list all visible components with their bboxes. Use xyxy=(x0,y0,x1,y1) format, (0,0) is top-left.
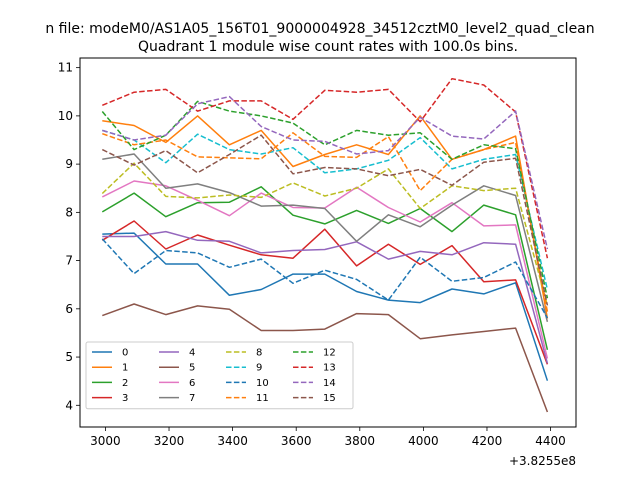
x-offset-label: +3.8255e8 xyxy=(509,454,576,468)
x-tick-label: 3400 xyxy=(217,434,248,448)
series-layer xyxy=(101,77,549,413)
legend-label-8: 8 xyxy=(256,348,262,359)
y-tick-label: 6 xyxy=(65,302,73,316)
x-tick-label: 4400 xyxy=(535,434,566,448)
y-tick-label: 5 xyxy=(65,350,73,364)
y-tick-label: 9 xyxy=(65,157,73,171)
legend-label-2: 2 xyxy=(122,378,128,389)
legend-label-11: 11 xyxy=(256,393,269,404)
legend-label-6: 6 xyxy=(189,378,195,389)
legend-label-1: 1 xyxy=(122,363,128,374)
x-tick-label: 3800 xyxy=(345,434,376,448)
figure-suptitle: n file: modeM0/AS1A05_156T01_9000004928_… xyxy=(45,21,594,37)
x-tick-label: 3600 xyxy=(281,434,312,448)
legend-label-13: 13 xyxy=(323,363,336,374)
series-line-13 xyxy=(102,77,549,259)
y-tick-label: 7 xyxy=(65,254,73,268)
legend-label-12: 12 xyxy=(323,348,336,359)
series-line-5 xyxy=(102,303,549,413)
x-tick-label: 4000 xyxy=(408,434,439,448)
series-line-11 xyxy=(102,132,549,312)
series-line-3 xyxy=(101,220,549,365)
series-line-7 xyxy=(102,153,549,322)
x-axis: 3000 3200 3400 3600 3800 4000 4200 4400 xyxy=(90,427,566,448)
legend-label-14: 14 xyxy=(323,378,336,389)
y-tick-label: 8 xyxy=(65,205,73,219)
y-tick-label: 10 xyxy=(58,109,73,123)
x-tick-label: 3000 xyxy=(90,434,121,448)
y-axis: 4 5 6 7 8 9 10 11 xyxy=(58,61,80,412)
legend-label-5: 5 xyxy=(189,363,195,374)
legend-label-10: 10 xyxy=(256,378,269,389)
y-tick-label: 4 xyxy=(65,398,73,412)
series-line-0 xyxy=(102,232,549,381)
series-line-9 xyxy=(102,129,549,290)
legend-label-15: 15 xyxy=(323,393,336,404)
series-line-10 xyxy=(101,238,549,319)
axes-frame xyxy=(79,57,577,428)
legend-label-9: 9 xyxy=(256,363,262,374)
chart-title: Quadrant 1 module wise count rates with … xyxy=(138,39,518,55)
legend-label-7: 7 xyxy=(189,393,195,404)
legend-box xyxy=(85,341,354,410)
series-line-15 xyxy=(101,134,549,306)
series-line-2 xyxy=(101,186,549,350)
legend-label-4: 4 xyxy=(189,348,195,359)
series-line-12 xyxy=(101,100,549,299)
series-line-4 xyxy=(102,230,549,364)
x-tick-label: 4200 xyxy=(472,434,503,448)
legend-label-3: 3 xyxy=(122,393,128,404)
series-line-8 xyxy=(101,162,549,306)
x-tick-label: 3200 xyxy=(154,434,185,448)
y-tick-label: 11 xyxy=(58,61,73,75)
legend-label-0: 0 xyxy=(122,348,128,359)
series-line-14 xyxy=(102,95,549,250)
